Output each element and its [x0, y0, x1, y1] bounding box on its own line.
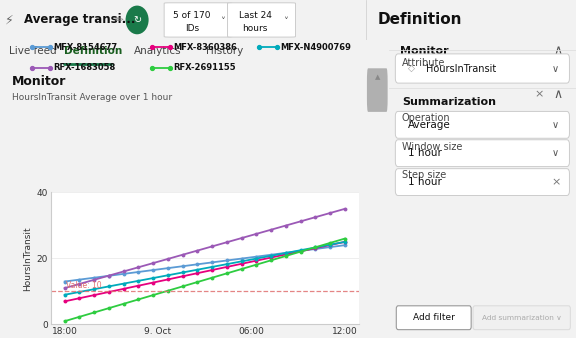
- Text: ×: ×: [535, 90, 544, 99]
- Text: Summarization: Summarization: [402, 97, 496, 106]
- FancyBboxPatch shape: [395, 54, 570, 83]
- FancyBboxPatch shape: [396, 306, 471, 330]
- Text: HoursInTransit: HoursInTransit: [426, 64, 497, 73]
- Text: HoursInTransit Average over 1 hour: HoursInTransit Average over 1 hour: [12, 93, 172, 102]
- Text: Window size: Window size: [402, 142, 463, 152]
- Text: 1 hour: 1 hour: [407, 177, 441, 187]
- Text: ◇: ◇: [407, 64, 414, 73]
- Text: ∨: ∨: [552, 120, 559, 130]
- Text: Definition: Definition: [64, 46, 123, 56]
- FancyBboxPatch shape: [164, 3, 232, 37]
- Text: ▲: ▲: [374, 74, 380, 80]
- Text: MFX-N4900769: MFX-N4900769: [281, 43, 351, 52]
- Text: Add filter: Add filter: [413, 313, 454, 322]
- Text: ×: ×: [552, 177, 561, 187]
- FancyBboxPatch shape: [473, 306, 570, 330]
- Text: Analytics: Analytics: [134, 46, 182, 56]
- Text: Monitor: Monitor: [12, 75, 66, 88]
- Text: MFX-8360386: MFX-8360386: [173, 43, 237, 52]
- Text: ˅: ˅: [220, 17, 225, 27]
- Y-axis label: HoursInTransit: HoursInTransit: [24, 226, 32, 291]
- Text: ⚡: ⚡: [5, 14, 13, 26]
- Text: ∨: ∨: [552, 148, 559, 158]
- Text: Operation: Operation: [402, 113, 450, 123]
- Text: Value: 10: Value: 10: [66, 281, 102, 290]
- Text: Attribute: Attribute: [402, 58, 445, 68]
- Text: ∧: ∧: [554, 88, 563, 101]
- FancyBboxPatch shape: [395, 112, 570, 138]
- FancyBboxPatch shape: [228, 3, 295, 37]
- Text: 5 of 170: 5 of 170: [173, 11, 211, 20]
- Text: RFX-2691155: RFX-2691155: [173, 63, 236, 72]
- Text: RFX-1683058: RFX-1683058: [53, 63, 115, 72]
- Text: ↻: ↻: [133, 15, 141, 25]
- Text: Average: Average: [407, 120, 450, 130]
- Text: MFX-8154677: MFX-8154677: [53, 43, 117, 52]
- Text: IDs: IDs: [185, 24, 199, 33]
- Text: ∨: ∨: [552, 64, 559, 73]
- Text: Monitor: Monitor: [400, 46, 449, 56]
- Text: History: History: [206, 46, 243, 56]
- FancyBboxPatch shape: [367, 68, 388, 112]
- Text: hours: hours: [242, 24, 268, 33]
- FancyBboxPatch shape: [395, 169, 570, 195]
- Text: Live feed: Live feed: [9, 46, 56, 56]
- Text: Definition: Definition: [377, 11, 462, 27]
- Text: ✏: ✏: [115, 15, 124, 25]
- Text: ˅: ˅: [283, 17, 288, 27]
- Ellipse shape: [126, 6, 149, 34]
- Text: 1 hour: 1 hour: [407, 148, 441, 158]
- Text: Last 24: Last 24: [238, 11, 272, 20]
- FancyBboxPatch shape: [395, 140, 570, 167]
- Text: Step size: Step size: [402, 170, 446, 180]
- Text: Average transi...: Average transi...: [24, 14, 136, 26]
- Text: Add summarization ∨: Add summarization ∨: [482, 315, 562, 321]
- Text: ∧: ∧: [554, 44, 563, 57]
